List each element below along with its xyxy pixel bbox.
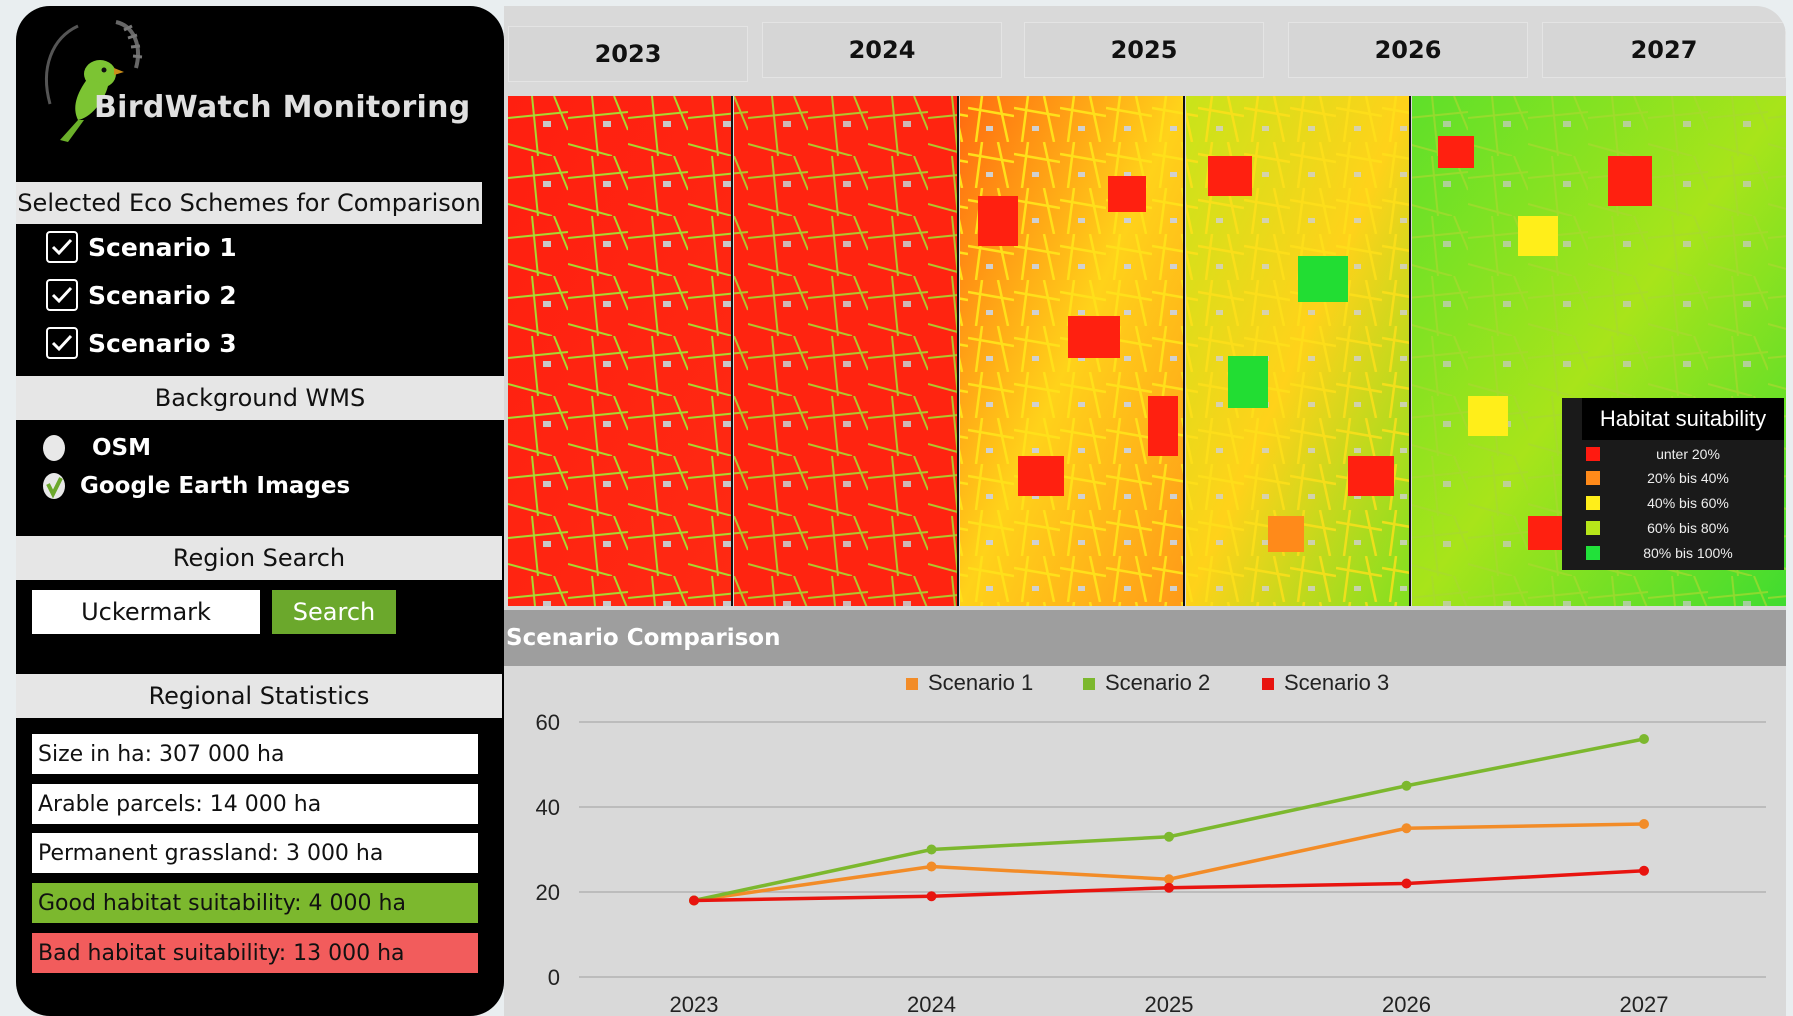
y-tick-label: 0 — [548, 965, 560, 990]
app-title: BirdWatch Monitoring — [94, 90, 471, 125]
data-point — [689, 895, 699, 906]
stat-bad-habitat: Bad habitat suitability: 13 000 ha — [32, 933, 478, 973]
radio-selected-icon[interactable] — [42, 472, 66, 500]
data-point — [1639, 865, 1649, 876]
tab-year-2027[interactable]: 2027 — [1542, 22, 1786, 78]
x-tick-label: 2025 — [1145, 992, 1194, 1016]
x-tick-label: 2023 — [670, 992, 719, 1016]
map-panel-2024[interactable] — [734, 96, 958, 606]
y-tick-label: 60 — [536, 710, 560, 735]
legend-item: 80% bis 100% — [1586, 543, 1776, 563]
radio-unselected-icon[interactable] — [42, 434, 66, 462]
x-tick-label: 2026 — [1382, 992, 1431, 1016]
radio-google-earth[interactable]: Google Earth Images — [42, 472, 350, 500]
tab-year-2025[interactable]: 2025 — [1024, 22, 1264, 78]
legend-entry: Scenario 2 — [1105, 670, 1210, 695]
tab-year-2023[interactable]: 2023 — [508, 26, 748, 82]
checkbox-scenario-2[interactable]: Scenario 2 — [46, 276, 237, 314]
checkbox-checked-icon[interactable] — [46, 279, 78, 311]
checkbox-checked-icon[interactable] — [46, 327, 78, 359]
legend-item: unter 20% — [1586, 444, 1776, 464]
bird-icon — [45, 20, 143, 142]
tab-year-2026[interactable]: 2026 — [1288, 22, 1528, 78]
background-wms-header: Background WMS — [16, 376, 504, 420]
map-panel-2026[interactable] — [1186, 96, 1410, 606]
data-point — [1164, 831, 1174, 842]
legend-label: 60% bis 80% — [1647, 520, 1729, 536]
legend-label: 40% bis 60% — [1647, 495, 1729, 511]
legend-item: 40% bis 60% — [1586, 493, 1776, 513]
sidebar: BirdWatch Monitoring Selected Eco Scheme… — [16, 6, 504, 1016]
map-panel-2023[interactable] — [508, 96, 732, 606]
main-panel: 2023 2024 2025 2026 2027 — [504, 6, 1786, 1016]
habitat-legend: Habitat suitability unter 20% 20% bis 40… — [1562, 398, 1784, 570]
radio-label: OSM — [92, 435, 152, 461]
legend-item: 60% bis 80% — [1586, 518, 1776, 538]
stat-permanent-grassland: Permanent grassland: 3 000 ha — [32, 833, 478, 873]
legend-swatch — [906, 678, 918, 690]
radio-osm[interactable]: OSM — [42, 434, 151, 462]
region-search-header: Region Search — [16, 536, 502, 580]
data-point — [1401, 823, 1412, 834]
data-point — [1401, 878, 1412, 889]
legend-title: Habitat suitability — [1582, 398, 1784, 440]
radio-label: Google Earth Images — [80, 473, 351, 499]
legend-swatch — [1586, 496, 1600, 510]
region-search-input[interactable] — [32, 590, 260, 634]
legend-swatch — [1586, 471, 1600, 485]
legend-entry: Scenario 3 — [1284, 670, 1389, 695]
legend-swatch — [1586, 546, 1600, 560]
data-point — [926, 891, 937, 902]
stat-good-habitat: Good habitat suitability: 4 000 ha — [32, 883, 478, 923]
checkbox-label: Scenario 1 — [88, 232, 237, 262]
data-point — [1164, 874, 1174, 885]
legend-swatch — [1083, 678, 1095, 690]
checkbox-scenario-1[interactable]: Scenario 1 — [46, 228, 237, 266]
regional-statistics-header: Regional Statistics — [16, 674, 502, 718]
stat-arable-parcels: Arable parcels: 14 000 ha — [32, 784, 478, 824]
data-point — [1639, 819, 1649, 829]
legend-entry: Scenario 1 — [928, 670, 1033, 695]
legend-swatch — [1586, 521, 1600, 535]
checkbox-checked-icon[interactable] — [46, 231, 78, 263]
scenario-comparison-chart: 0 20 40 60 2023 2024 2025 2026 2027 Scenario 1 Sce… — [536, 670, 1766, 1016]
data-point — [926, 861, 937, 872]
legend-item: 20% bis 40% — [1586, 468, 1776, 488]
y-tick-label: 40 — [536, 795, 560, 820]
legend-label: unter 20% — [1656, 446, 1720, 462]
legend-swatch — [1262, 678, 1274, 690]
data-point — [926, 844, 937, 855]
checkbox-label: Scenario 3 — [88, 328, 237, 358]
legend-label: 80% bis 100% — [1643, 545, 1733, 561]
checkbox-scenario-3[interactable]: Scenario 3 — [46, 324, 237, 362]
legend-swatch — [1586, 447, 1600, 461]
checkbox-label: Scenario 2 — [88, 280, 237, 310]
search-button[interactable]: Search — [272, 590, 396, 634]
stat-size: Size in ha: 307 000 ha — [32, 734, 478, 774]
map-panel-2025[interactable] — [960, 96, 1184, 606]
tab-year-2024[interactable]: 2024 — [762, 22, 1002, 78]
eco-schemes-header: Selected Eco Schemes for Comparison — [16, 182, 482, 224]
y-tick-label: 20 — [536, 880, 560, 905]
scenario-comparison-header: Scenario Comparison — [504, 610, 1786, 666]
data-point — [1401, 780, 1412, 791]
data-point — [1164, 882, 1174, 893]
x-tick-label: 2024 — [907, 992, 956, 1016]
legend-label: 20% bis 40% — [1647, 470, 1729, 486]
data-point — [1639, 734, 1649, 744]
x-tick-label: 2027 — [1620, 992, 1669, 1016]
